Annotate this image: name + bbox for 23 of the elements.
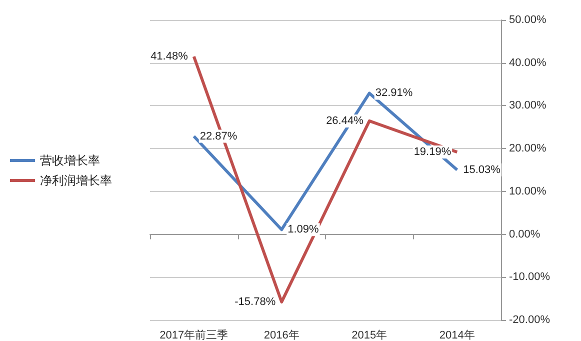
y-tick-label: 30.00% — [509, 100, 547, 112]
line-series — [192, 55, 459, 304]
y-tick-label: 10.00% — [509, 185, 547, 198]
y-tick-label: -20.00% — [509, 314, 550, 326]
y-tick-label: 0.00% — [509, 228, 540, 240]
data-label: 15.03% — [463, 164, 501, 176]
data-label: 1.09% — [288, 224, 320, 236]
x-tick-label: 2015年 — [352, 330, 388, 341]
y-tick-label: -10.00% — [509, 271, 550, 284]
data-label: -15.78% — [234, 296, 276, 308]
y-tick-label: 50.00% — [509, 14, 547, 26]
data-label: 22.87% — [200, 130, 238, 142]
legend-label: 净利润增长率 — [40, 174, 112, 188]
x-tick-label: 2016年 — [264, 330, 300, 341]
data-label: 26.44% — [326, 114, 364, 127]
y-tick-label: 20.00% — [509, 142, 547, 155]
x-tick-label: 2017年前三季 — [160, 328, 228, 341]
data-label: 32.91% — [375, 87, 413, 100]
data-label: 19.19% — [414, 146, 452, 158]
x-tick-label: 2014年 — [439, 330, 475, 341]
data-label: 41.48% — [150, 50, 188, 63]
y-tick-label: 40.00% — [509, 56, 547, 69]
legend-label: 营收增长率 — [40, 154, 100, 168]
